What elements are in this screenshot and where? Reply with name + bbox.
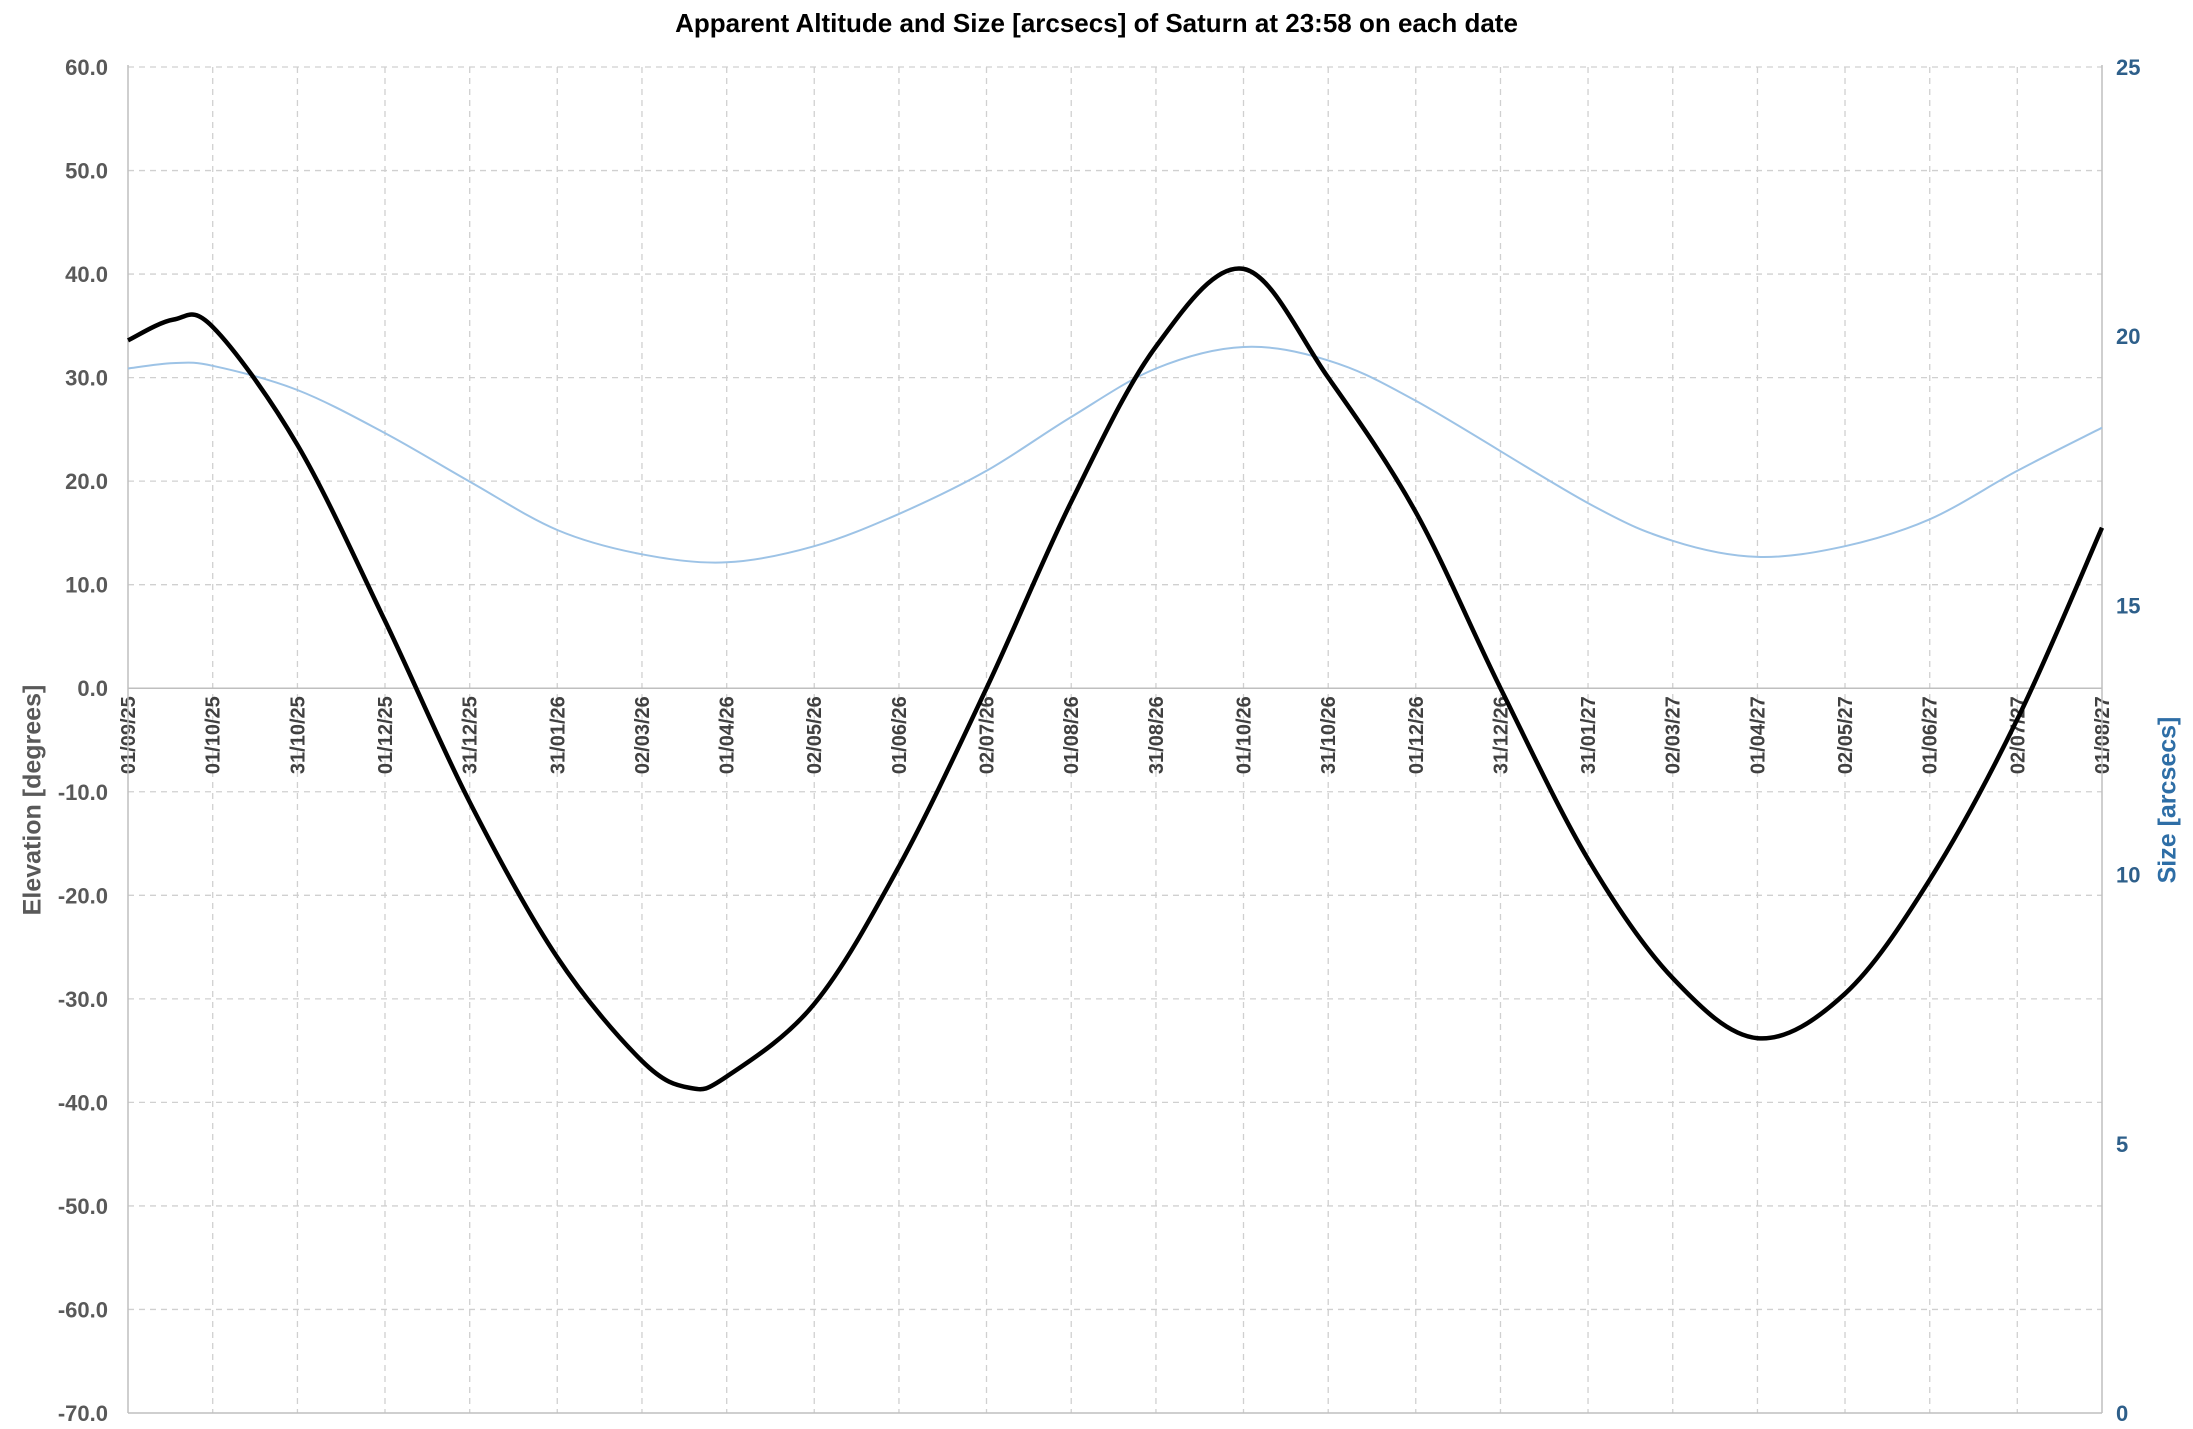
x-tick-label: 31/01/27 [1578, 696, 1600, 774]
x-tick-label: 01/08/26 [1061, 696, 1083, 774]
y-tick-label: 60.0 [65, 55, 108, 80]
y-right-tick-label: 25 [2116, 55, 2140, 80]
x-tick-label: 02/05/27 [1835, 696, 1857, 774]
y-tick-label: 50.0 [65, 159, 108, 184]
y-tick-label: 0.0 [77, 676, 108, 701]
y-right-tick-label: 5 [2116, 1132, 2128, 1157]
y-right-tick-label: 15 [2116, 593, 2140, 618]
x-tick-label: 01/09/25 [118, 696, 140, 774]
x-tick-label: 01/06/26 [889, 696, 911, 774]
x-tick-label: 01/04/26 [717, 696, 739, 774]
y-tick-label: -70.0 [58, 1401, 108, 1426]
x-tick-label: 01/12/25 [375, 696, 397, 774]
chart-title: Apparent Altitude and Size [arcsecs] of … [675, 8, 1518, 38]
y-tick-label: -10.0 [58, 780, 108, 805]
x-tick-label: 02/03/26 [632, 696, 654, 774]
size-series-line [127, 345, 2103, 564]
x-tick-label: 01/04/27 [1747, 696, 1769, 774]
x-tick-label: 01/12/26 [1406, 696, 1428, 774]
y-tick-label: 20.0 [65, 469, 108, 494]
y-tick-label: -60.0 [58, 1297, 108, 1322]
x-tick-label: 31/10/26 [1318, 696, 1340, 774]
x-tick-label: 31/10/25 [287, 696, 309, 774]
x-tick-label: 02/07/26 [977, 696, 999, 774]
x-tick-label: 01/08/27 [2092, 696, 2114, 774]
x-tick-label: 02/07/27 [2007, 696, 2029, 774]
x-tick-label: 31/12/26 [1490, 696, 1512, 774]
y-right-tick-label: 10 [2116, 863, 2140, 888]
y-tick-label: -50.0 [58, 1194, 108, 1219]
x-tick-label: 01/10/26 [1233, 696, 1255, 774]
x-tick-label: 01/06/27 [1920, 696, 1942, 774]
y-tick-label: 40.0 [65, 262, 108, 287]
x-tick-label: 01/10/25 [203, 696, 225, 774]
y-tick-label: 30.0 [65, 366, 108, 391]
y-tick-label: -40.0 [58, 1090, 108, 1115]
y-right-tick-label: 0 [2116, 1401, 2128, 1426]
y-right-tick-label: 20 [2116, 324, 2140, 349]
elevation-series-line [127, 266, 2105, 1092]
y-tick-label: 10.0 [65, 573, 108, 598]
x-tick-label: 31/08/26 [1146, 696, 1168, 774]
x-tick-label: 02/03/27 [1663, 696, 1685, 774]
x-tick-label: 31/01/26 [547, 696, 569, 774]
y-tick-label: -20.0 [58, 883, 108, 908]
x-tick-label: 02/05/26 [804, 696, 826, 774]
x-tick-label: 31/12/25 [460, 696, 482, 774]
y-tick-label: -30.0 [58, 987, 108, 1012]
